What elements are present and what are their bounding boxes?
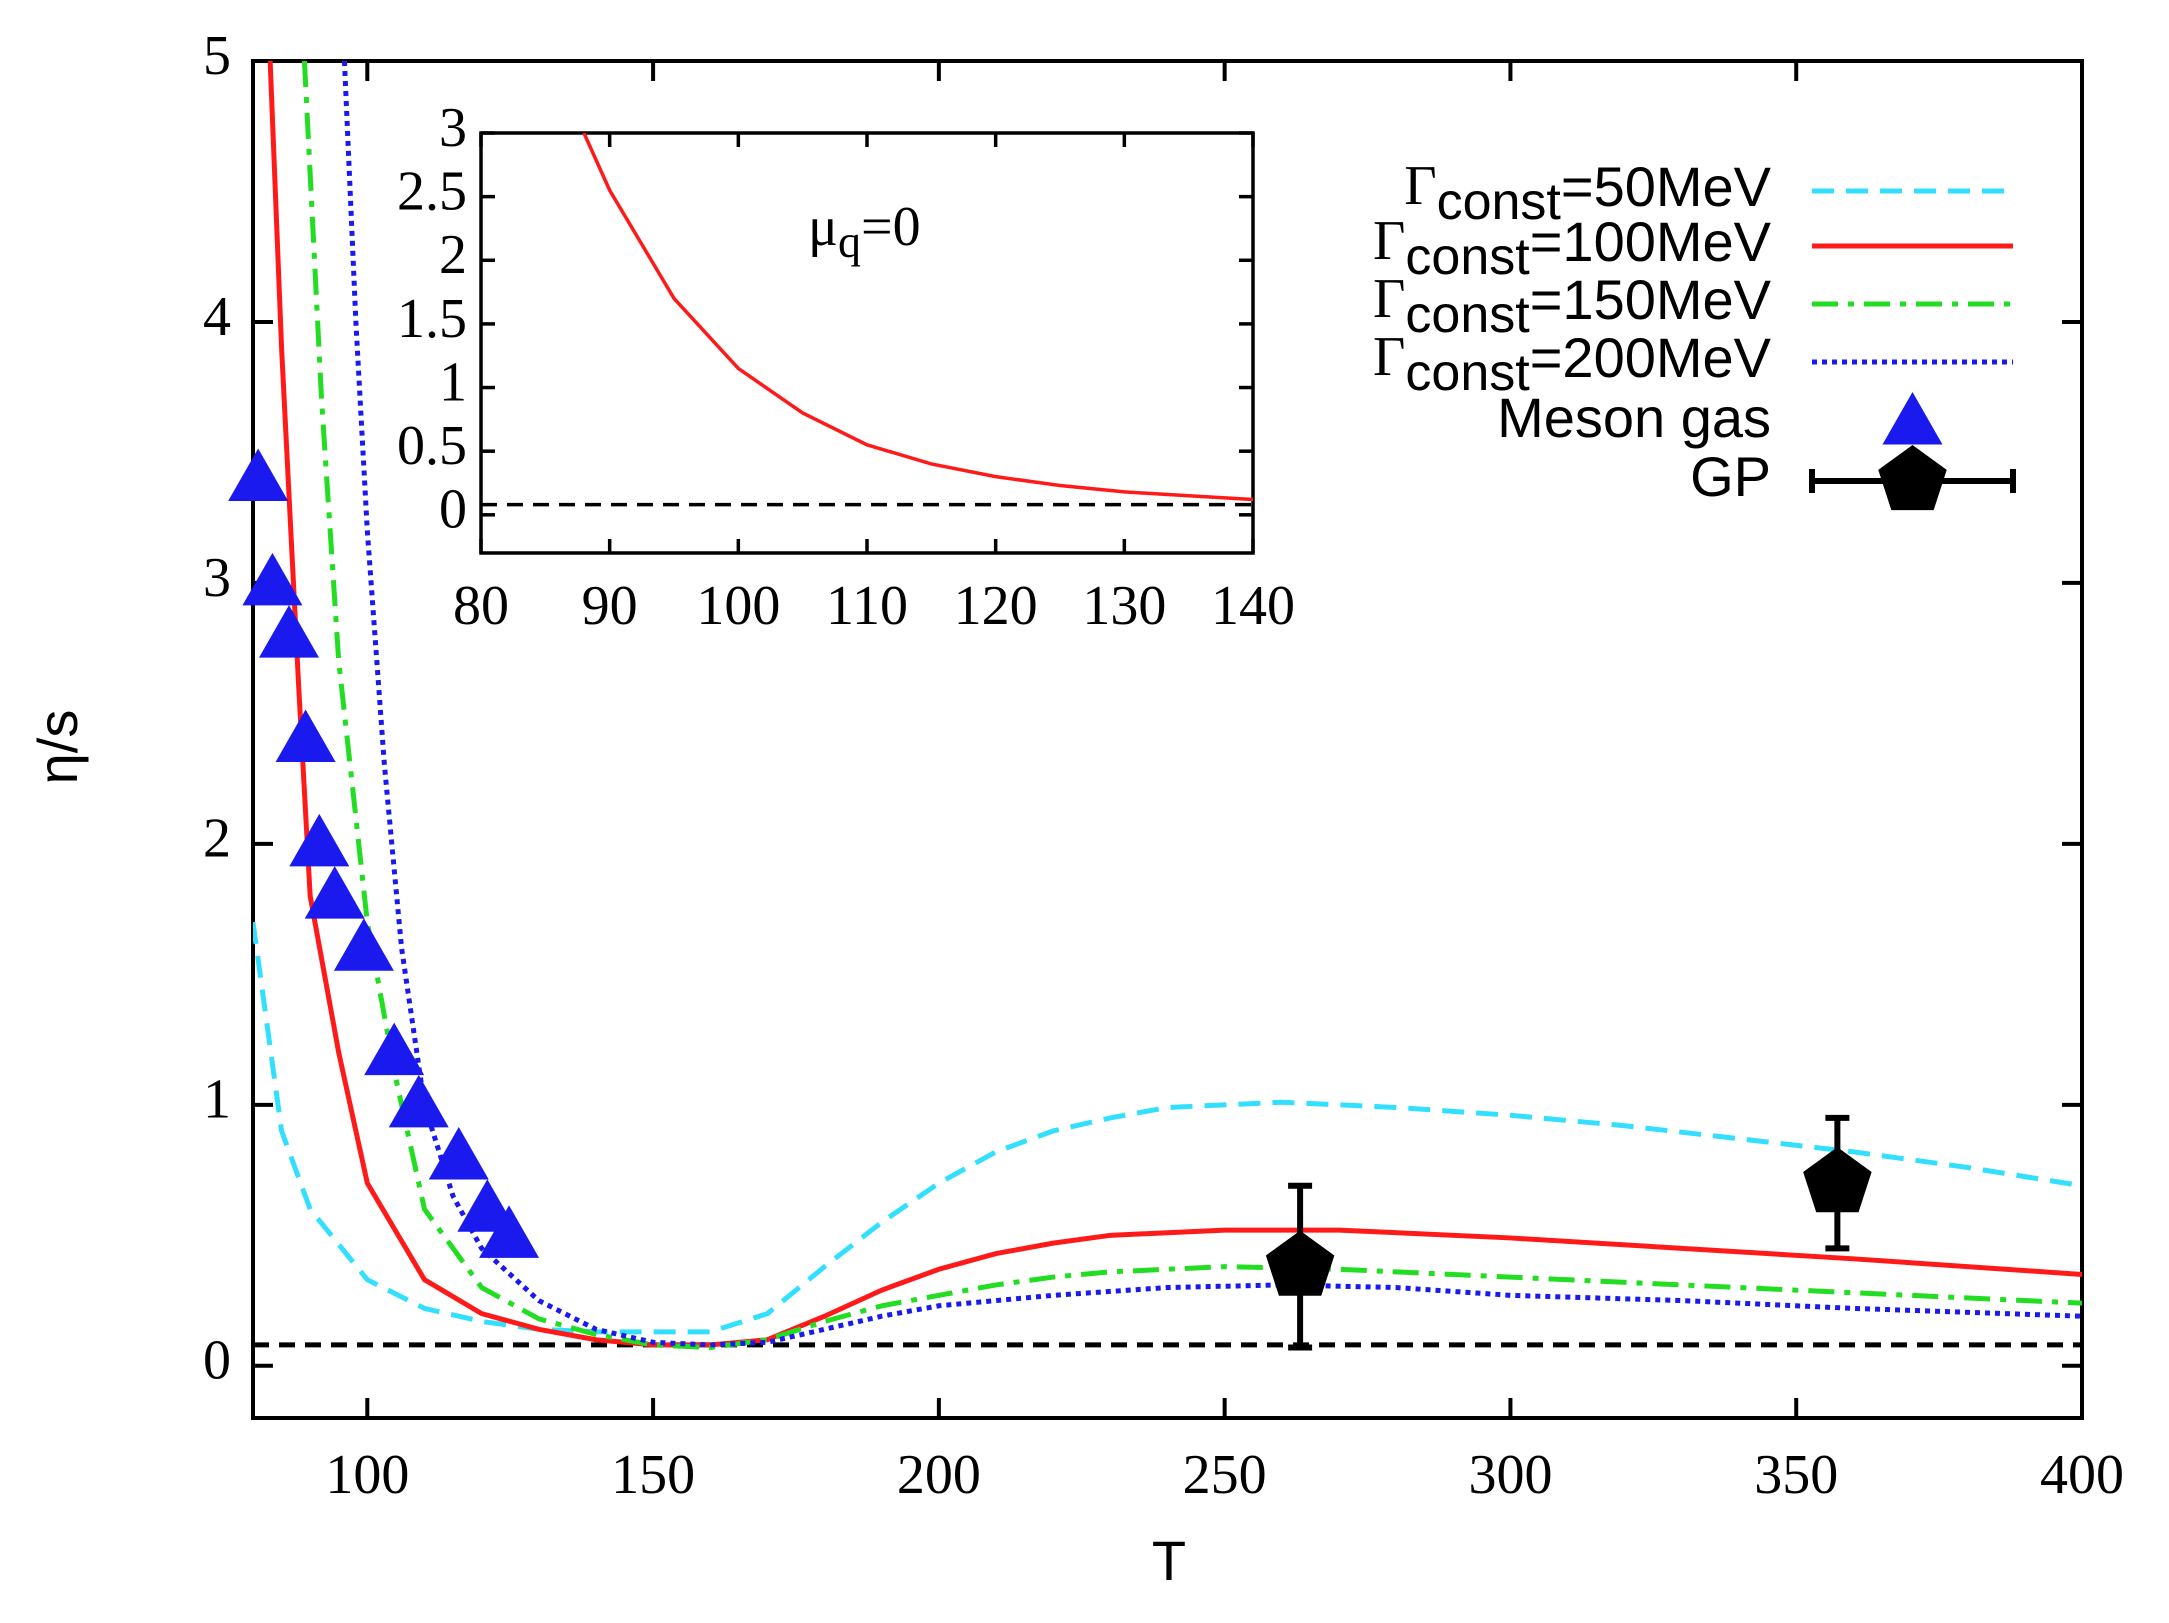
- x-tick-label: 200: [897, 1444, 981, 1506]
- triangle-marker: [428, 1127, 489, 1180]
- x-tick-label: 100: [325, 1444, 409, 1506]
- plot-area: [481, 133, 1253, 507]
- triangle-marker: [333, 918, 394, 971]
- x-tick-label: 110: [826, 575, 908, 637]
- triangle-marker: [479, 1205, 540, 1258]
- annotation-subscript: q: [838, 216, 861, 267]
- legend-marker: [1882, 392, 1943, 445]
- triangle-marker: [388, 1074, 449, 1128]
- x-tick-label: 130: [1082, 575, 1166, 637]
- y-tick-label: 1: [203, 1069, 231, 1131]
- legend-subscript: const: [1405, 286, 1530, 344]
- triangle-marker: [259, 605, 320, 658]
- y-tick-label: 5: [203, 25, 231, 87]
- legend-label: Γconst=150MeV: [1373, 268, 1772, 344]
- y-tick-label: 3: [439, 97, 467, 159]
- triangle-marker: [289, 813, 350, 867]
- legend-label: GP: [1690, 445, 1771, 508]
- line-series: [253, 921, 2082, 1335]
- y-tick-label: 1: [439, 351, 467, 413]
- annotation-text: =0: [861, 196, 921, 258]
- x-tick-label: 350: [1754, 1444, 1838, 1506]
- legend-subscript: const: [1405, 344, 1530, 402]
- legend-symbol: Γ: [1373, 268, 1405, 330]
- legend-subscript: const: [1405, 228, 1530, 286]
- annotation-symbol: μ: [808, 196, 838, 258]
- x-tick-label: 150: [611, 1444, 695, 1506]
- x-tick-label: 100: [696, 575, 780, 637]
- y-tick-label: 0: [439, 479, 467, 541]
- legend-marker: [1878, 445, 1947, 511]
- line-series: [582, 133, 1253, 502]
- x-tick-label: 400: [2040, 1444, 2124, 1506]
- legend-label: Γconst=100MeV: [1373, 210, 1772, 286]
- x-tick-label: 80: [453, 575, 509, 637]
- triangle-marker: [304, 866, 365, 919]
- legend-text: =150MeV: [1530, 268, 1772, 331]
- x-tick-label: 250: [1183, 1444, 1267, 1506]
- y-tick-label: 0.5: [397, 415, 467, 477]
- y-tick-label: 3: [203, 547, 231, 609]
- y-tick-label: 2: [203, 808, 231, 870]
- triangle-marker: [275, 709, 336, 762]
- legend-label: Γconst=200MeV: [1373, 326, 1772, 402]
- legend-symbol: Γ: [1373, 210, 1405, 272]
- legend-text: =100MeV: [1530, 210, 1772, 273]
- pentagon-marker: [1803, 1147, 1872, 1213]
- legend-symbol: Γ: [1373, 326, 1405, 388]
- legend-subscript: const: [1437, 173, 1562, 231]
- legend-text: =50MeV: [1561, 155, 1772, 218]
- x-axis-label: T: [1152, 1529, 1186, 1592]
- x-tick-label: 120: [954, 575, 1038, 637]
- legend-label: Meson gas: [1497, 386, 1771, 449]
- pentagon-marker: [1265, 1230, 1335, 1296]
- x-tick-label: 90: [582, 575, 638, 637]
- legend-symbol: Γ: [1404, 155, 1436, 217]
- plot-frame: [479, 131, 1255, 555]
- y-tick-label: 1.5: [397, 288, 467, 350]
- triangle-marker: [364, 1022, 425, 1076]
- y-tick-label: 2: [439, 224, 467, 286]
- y-tick-label: 0: [203, 1330, 231, 1392]
- triangle-marker: [228, 448, 289, 502]
- y-axis-label: η/s: [26, 710, 89, 785]
- plot-area: [253, 61, 2082, 1351]
- y-tick-label: 4: [203, 286, 231, 348]
- x-tick-label: 300: [1468, 1444, 1552, 1506]
- inset-annotation: μq=0: [808, 196, 921, 267]
- legend-label: Γconst=50MeV: [1404, 155, 1771, 231]
- legend-text: =200MeV: [1530, 326, 1772, 389]
- x-tick-label: 140: [1211, 575, 1295, 637]
- triangle-marker: [242, 552, 303, 606]
- y-tick-label: 2.5: [397, 160, 467, 222]
